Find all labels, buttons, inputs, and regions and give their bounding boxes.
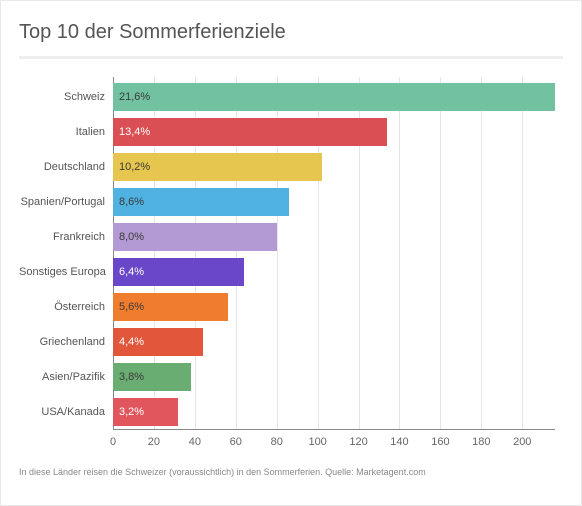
bar-category-label: Deutschland xyxy=(19,161,113,173)
bar-row: Spanien/Portugal8,6% xyxy=(113,188,555,216)
bar-row: Sonstiges Europa6,4% xyxy=(113,258,555,286)
bar: 6,4% xyxy=(113,258,244,286)
bar-category-label: Frankreich xyxy=(19,231,113,243)
bar-row: Italien13,4% xyxy=(113,118,555,146)
chart-title: Top 10 der Sommerferienziele xyxy=(19,21,563,44)
x-tick-label: 120 xyxy=(349,436,367,448)
bar: 8,0% xyxy=(113,223,277,251)
bar: 13,4% xyxy=(113,118,387,146)
title-underline xyxy=(19,56,563,59)
bar: 10,2% xyxy=(113,153,322,181)
bar-row: Österreich5,6% xyxy=(113,293,555,321)
x-tick-label: 180 xyxy=(472,436,490,448)
bar-row: Asien/Pazifik3,8% xyxy=(113,363,555,391)
x-tick-label: 0 xyxy=(110,436,116,448)
bar-row: Griechenland4,4% xyxy=(113,328,555,356)
bar: 3,8% xyxy=(113,363,191,391)
bar-row: USA/Kanada3,2% xyxy=(113,398,555,426)
bar: 5,6% xyxy=(113,293,228,321)
bar-category-label: Schweiz xyxy=(19,91,113,103)
bar: 8,6% xyxy=(113,188,289,216)
x-tick-label: 160 xyxy=(431,436,449,448)
x-tick-label: 100 xyxy=(308,436,326,448)
bars-layer: Schweiz21,6% Italien13,4% Deutschland10,2%… xyxy=(113,83,555,429)
bar-category-label: Asien/Pazifik xyxy=(19,371,113,383)
x-tick-label: 40 xyxy=(189,436,201,448)
bar: 21,6% xyxy=(113,83,555,111)
bar-row: Schweiz21,6% xyxy=(113,83,555,111)
bar-category-label: Griechenland xyxy=(19,336,113,348)
chart-area: Schweiz21,6% Italien13,4% Deutschland10,2%… xyxy=(113,77,555,457)
bar-category-label: USA/Kanada xyxy=(19,406,113,418)
chart-footnote: In diese Länder reisen die Schweizer (vo… xyxy=(19,467,563,477)
bar: 3,2% xyxy=(113,398,178,426)
bar-category-label: Sonstiges Europa xyxy=(19,266,113,278)
x-tick-label: 20 xyxy=(148,436,160,448)
x-tick-label: 60 xyxy=(230,436,242,448)
bar-category-label: Spanien/Portugal xyxy=(19,196,113,208)
bar-category-label: Italien xyxy=(19,126,113,138)
bar: 4,4% xyxy=(113,328,203,356)
bar-row: Frankreich8,0% xyxy=(113,223,555,251)
x-tick-label: 200 xyxy=(513,436,531,448)
x-axis: 0 20 40 60 80 100 120 140 160 180 200 xyxy=(113,429,555,457)
x-tick-label: 80 xyxy=(271,436,283,448)
bar-category-label: Österreich xyxy=(19,301,113,313)
bar-row: Deutschland10,2% xyxy=(113,153,555,181)
chart-container: Top 10 der Sommerferienziele Schweiz21,6… xyxy=(0,0,582,506)
x-tick-label: 140 xyxy=(390,436,408,448)
